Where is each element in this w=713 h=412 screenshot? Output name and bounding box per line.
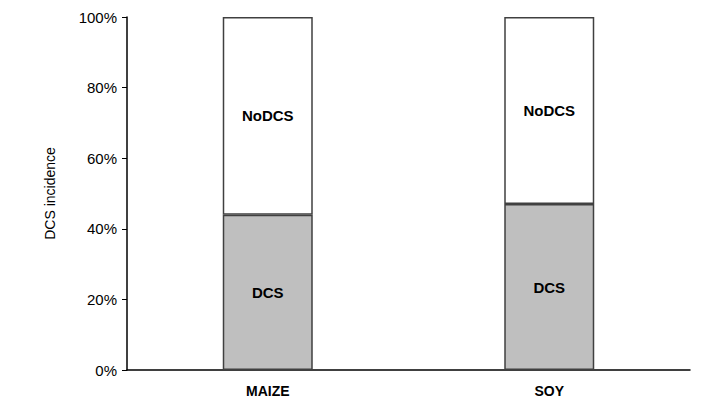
svg-text:80%: 80% bbox=[87, 79, 117, 96]
svg-text:DCS incidence: DCS incidence bbox=[42, 147, 58, 240]
svg-text:100%: 100% bbox=[79, 9, 117, 26]
svg-text:60%: 60% bbox=[87, 150, 117, 167]
svg-text:0%: 0% bbox=[95, 362, 117, 379]
svg-text:MAIZE: MAIZE bbox=[246, 383, 290, 399]
svg-text:DCS: DCS bbox=[533, 279, 565, 296]
svg-text:NoDCS: NoDCS bbox=[242, 107, 294, 124]
svg-text:20%: 20% bbox=[87, 291, 117, 308]
svg-text:40%: 40% bbox=[87, 220, 117, 237]
svg-text:NoDCS: NoDCS bbox=[523, 102, 575, 119]
svg-text:SOY: SOY bbox=[534, 383, 564, 399]
svg-text:DCS: DCS bbox=[252, 284, 284, 301]
